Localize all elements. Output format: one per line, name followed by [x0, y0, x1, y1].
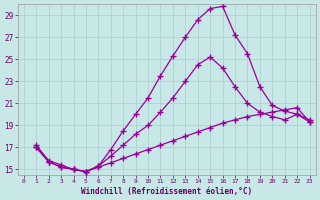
X-axis label: Windchill (Refroidissement éolien,°C): Windchill (Refroidissement éolien,°C): [81, 187, 252, 196]
